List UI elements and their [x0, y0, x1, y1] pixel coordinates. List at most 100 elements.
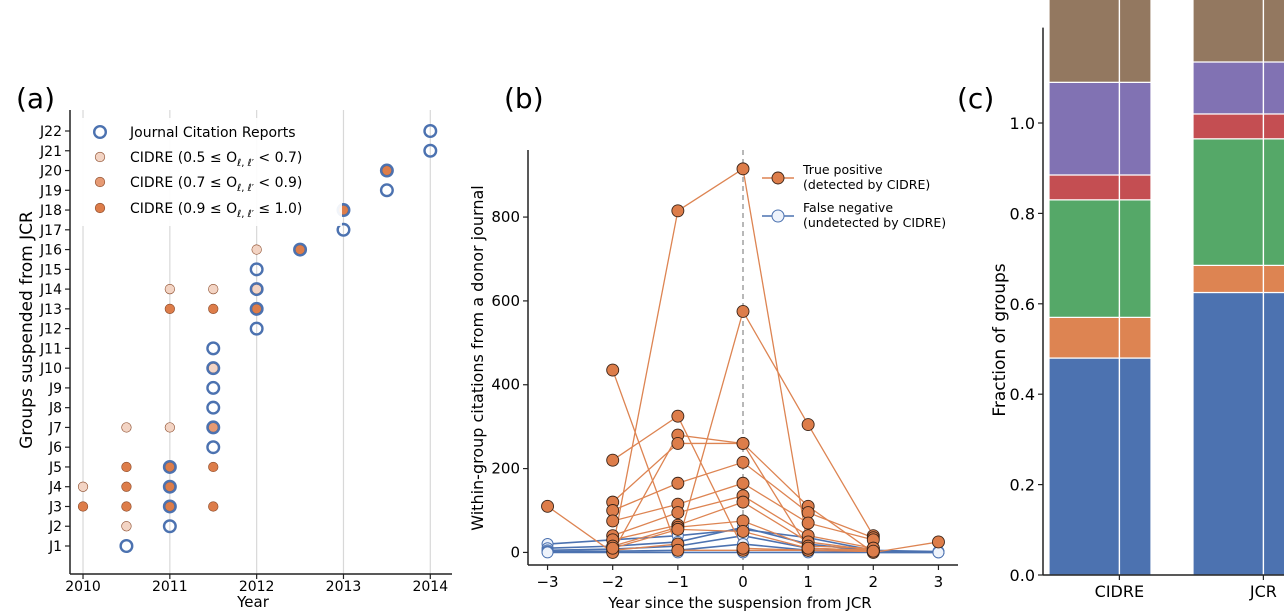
legend-marker-low	[94, 151, 106, 163]
x-tick-label-a: 2014	[412, 579, 448, 595]
y-tick-label-c: 0.4	[1010, 385, 1035, 404]
tp-point	[606, 541, 620, 555]
jcr-point	[206, 361, 221, 376]
legend-label-b: True positive	[802, 162, 883, 177]
cidre-point-high	[208, 461, 219, 473]
tp-point	[671, 409, 685, 423]
y-tick-label-a: J1	[48, 539, 62, 555]
panel-c: (c) Fraction of groups 0.0 0.2 0.4 0.6 0.8 1.…	[957, 0, 1284, 601]
tp-point	[736, 541, 750, 555]
y-tick-label-a: J11	[39, 341, 62, 357]
y-tick-label-a: J10	[39, 361, 62, 377]
jcr-point	[206, 400, 221, 415]
bar-segment-cidre	[1048, 174, 1152, 201]
cidre-point-high	[77, 501, 89, 512]
cidre-point-high	[208, 303, 219, 314]
jcr-point	[249, 282, 264, 297]
tp-point	[541, 499, 554, 513]
jcr-point	[162, 499, 177, 514]
jcr-point	[423, 123, 438, 138]
legend-a: Journal Citation Reports CIDRE (0.5 ≤ Oℓ,…	[80, 118, 342, 226]
y-tick-label-a: J20	[39, 164, 62, 180]
cidre-point-low	[121, 521, 132, 532]
bar-segment-cidre	[1048, 316, 1152, 359]
jcr-point	[162, 519, 177, 534]
y-tick-label-c: 0.8	[1010, 204, 1035, 223]
points-b	[541, 162, 945, 559]
cidre-point-high	[121, 461, 132, 473]
bar-segment-cidre	[1048, 199, 1152, 318]
tp-point	[606, 363, 620, 377]
x-axis-label-a: Year	[236, 593, 270, 611]
panel-b: (b) Within-group citations from a donor …	[468, 82, 958, 611]
axes-a: 2010 2011 2012 2013 2014 J1 J2 J3 J4 J5 J6 J7 J8 J9 J1…	[39, 110, 452, 595]
legend-label-b: False negative	[803, 200, 893, 215]
x-tick-label-a: 2013	[326, 579, 362, 595]
cidre-point-low	[121, 422, 132, 433]
legend-marker-jcr	[92, 124, 107, 139]
jcr-point	[336, 222, 351, 237]
jcr-point	[206, 420, 221, 435]
jcr-point	[162, 479, 177, 494]
jcr-point	[206, 380, 221, 395]
jcr-point	[119, 539, 134, 554]
cidre-point-low	[164, 283, 175, 295]
legend-marker-mid	[94, 176, 106, 188]
x-tick-label-b: −3	[536, 573, 558, 591]
fn-point	[932, 546, 945, 559]
y-tick-label-a: J13	[39, 302, 62, 318]
y-tick-label-a: J21	[39, 144, 62, 160]
y-tick-label-a: J5	[48, 460, 62, 476]
x-tick-label-a: 2012	[239, 579, 275, 595]
bars-c	[1048, 0, 1284, 576]
y-tick-label-a: J6	[48, 440, 62, 456]
tp-point	[736, 525, 750, 538]
legend-label-a: CIDRE (0.7 ≤ Oℓ, ℓ′ < 0.9)	[130, 175, 302, 194]
x-tick-label-a: 2010	[65, 579, 101, 595]
y-tick-label-a: J9	[48, 381, 62, 397]
tp-point	[736, 476, 750, 490]
tp-point	[671, 204, 685, 218]
x-tick-label-b: −1	[667, 573, 689, 591]
jcr-point	[379, 183, 394, 198]
y-tick-label-b: 600	[491, 292, 520, 310]
jcr-point	[249, 321, 264, 336]
tp-point	[671, 436, 685, 450]
bar-segment-jcr	[1192, 113, 1284, 140]
y-tick-label-a: J18	[39, 203, 62, 219]
y-tick-label-c: 0.6	[1010, 295, 1035, 314]
bar-segment-cidre	[1048, 0, 1152, 83]
tp-point	[736, 455, 750, 469]
legend-label-a: CIDRE (0.9 ≤ Oℓ, ℓ′ ≤ 1.0)	[130, 201, 302, 220]
y-axis-label-c: Fraction of groups	[990, 263, 1010, 416]
bar-segment-cidre	[1048, 357, 1152, 576]
x-axis-label-b: Year since the suspension from JCR	[607, 594, 871, 611]
tp-point	[801, 516, 815, 530]
tp-point	[801, 541, 815, 555]
bar-segment-cidre	[1048, 81, 1152, 176]
legend-b: True positive(detected by CIDRE) False ne…	[758, 158, 958, 238]
y-tick-label-c: 0.0	[1010, 566, 1035, 585]
y-tick-label-a: J14	[39, 282, 62, 298]
x-tick-label-c: CIDRE	[1095, 582, 1144, 601]
panel-a: (a) Groups suspended from JCR Year 2010 2…	[16, 82, 452, 611]
x-tick-label-b: 1	[803, 573, 813, 591]
tp-point	[606, 514, 620, 528]
tp-point	[671, 476, 685, 490]
y-axis-label-a: Groups suspended from JCR	[17, 211, 37, 449]
jcr-point	[379, 163, 394, 178]
y-tick-label-a: J17	[39, 223, 62, 239]
y-tick-label-b: 400	[491, 376, 520, 394]
cidre-point-high	[208, 501, 219, 512]
legend-marker-tp	[771, 171, 785, 185]
bar-segment-jcr	[1192, 138, 1284, 266]
y-tick-label-a: J8	[48, 401, 62, 417]
legend-box-a	[80, 118, 342, 226]
tp-point	[671, 543, 685, 557]
bar-segment-jcr	[1192, 0, 1284, 63]
panel-label-a: (a)	[16, 82, 55, 115]
cidre-point-low	[77, 481, 89, 492]
legend-label-a: CIDRE (0.5 ≤ Oℓ, ℓ′ < 0.7)	[130, 150, 302, 169]
axes-c: 0.0 0.2 0.4 0.6 0.8 1.0 CIDRE JCR	[1010, 27, 1284, 601]
